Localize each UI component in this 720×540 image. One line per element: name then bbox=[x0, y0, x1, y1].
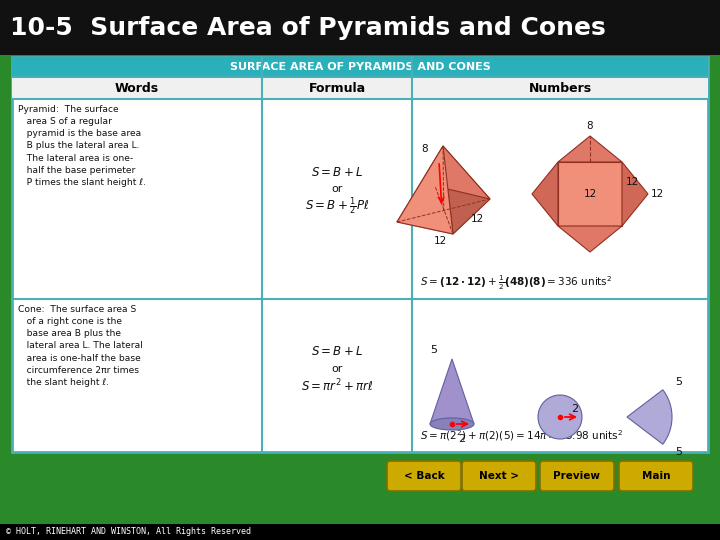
FancyBboxPatch shape bbox=[540, 461, 614, 491]
Text: © HOLT, RINEHART AND WINSTON, All Rights Reserved: © HOLT, RINEHART AND WINSTON, All Rights… bbox=[6, 528, 251, 537]
Text: $S = \pi(2^2) + \pi(2)(5) = 14\pi \approx 43.98\ \mathrm{units}^2$: $S = \pi(2^2) + \pi(2)(5) = 14\pi \appro… bbox=[420, 429, 623, 443]
Bar bbox=[12, 77, 708, 99]
Text: or: or bbox=[331, 363, 343, 374]
Text: Cone:  The surface area S
   of a right cone is the
   base area B plus the
   l: Cone: The surface area S of a right cone… bbox=[18, 305, 143, 387]
Text: $S = \mathbf{(12 \cdot 12)} + \frac{1}{2}\mathbf{(48)(8)} = 336\ \mathrm{units}^: $S = \mathbf{(12 \cdot 12)} + \frac{1}{2… bbox=[420, 274, 612, 292]
Polygon shape bbox=[397, 146, 453, 234]
Polygon shape bbox=[397, 186, 490, 234]
Text: Next >: Next > bbox=[479, 471, 519, 481]
Polygon shape bbox=[430, 359, 474, 424]
Text: 12: 12 bbox=[433, 236, 446, 246]
Text: 2: 2 bbox=[458, 434, 465, 444]
Bar bbox=[12, 57, 708, 77]
Polygon shape bbox=[443, 146, 490, 234]
Text: $S = \pi r^2 + \pi r\ell$: $S = \pi r^2 + \pi r\ell$ bbox=[301, 377, 373, 394]
Polygon shape bbox=[397, 146, 443, 222]
Text: or: or bbox=[331, 184, 343, 194]
FancyBboxPatch shape bbox=[462, 461, 536, 491]
Text: Words: Words bbox=[115, 82, 159, 94]
Text: 5: 5 bbox=[431, 345, 438, 355]
Text: $S = B + L$: $S = B + L$ bbox=[311, 345, 363, 358]
FancyBboxPatch shape bbox=[387, 461, 461, 491]
Text: 5: 5 bbox=[675, 377, 682, 387]
Text: 12: 12 bbox=[651, 189, 665, 199]
Bar bbox=[0, 524, 720, 540]
Ellipse shape bbox=[430, 418, 474, 430]
Bar bbox=[0, 0, 720, 55]
Polygon shape bbox=[532, 162, 558, 226]
Polygon shape bbox=[558, 136, 622, 162]
Polygon shape bbox=[558, 226, 622, 252]
Polygon shape bbox=[558, 162, 622, 226]
Text: Numbers: Numbers bbox=[528, 82, 592, 94]
Polygon shape bbox=[627, 390, 672, 444]
Text: 12: 12 bbox=[470, 214, 484, 224]
Text: < Back: < Back bbox=[404, 471, 444, 481]
Bar bbox=[0, 55, 720, 540]
Ellipse shape bbox=[538, 395, 582, 439]
Text: 2: 2 bbox=[572, 404, 579, 414]
Text: Main: Main bbox=[642, 471, 670, 481]
Text: 5: 5 bbox=[675, 447, 682, 457]
Text: Pyramid:  The surface
   area S of a regular
   pyramid is the base area
   B pl: Pyramid: The surface area S of a regular… bbox=[18, 105, 146, 187]
Polygon shape bbox=[435, 146, 490, 199]
Text: 8: 8 bbox=[422, 144, 428, 154]
Text: 12: 12 bbox=[583, 189, 597, 199]
FancyBboxPatch shape bbox=[12, 57, 708, 452]
Text: Preview: Preview bbox=[554, 471, 600, 481]
Text: SURFACE AREA OF PYRAMIDS AND CONES: SURFACE AREA OF PYRAMIDS AND CONES bbox=[230, 62, 490, 72]
Polygon shape bbox=[622, 162, 648, 226]
Text: 10-5  Surface Area of Pyramids and Cones: 10-5 Surface Area of Pyramids and Cones bbox=[10, 16, 606, 40]
Text: 12: 12 bbox=[626, 177, 639, 187]
Text: $S = B + L$: $S = B + L$ bbox=[311, 165, 363, 179]
Text: 8: 8 bbox=[587, 121, 593, 131]
FancyBboxPatch shape bbox=[619, 461, 693, 491]
Text: Formula: Formula bbox=[308, 82, 366, 94]
Text: $S = B + \frac{1}{2}P\ell$: $S = B + \frac{1}{2}P\ell$ bbox=[305, 195, 369, 217]
